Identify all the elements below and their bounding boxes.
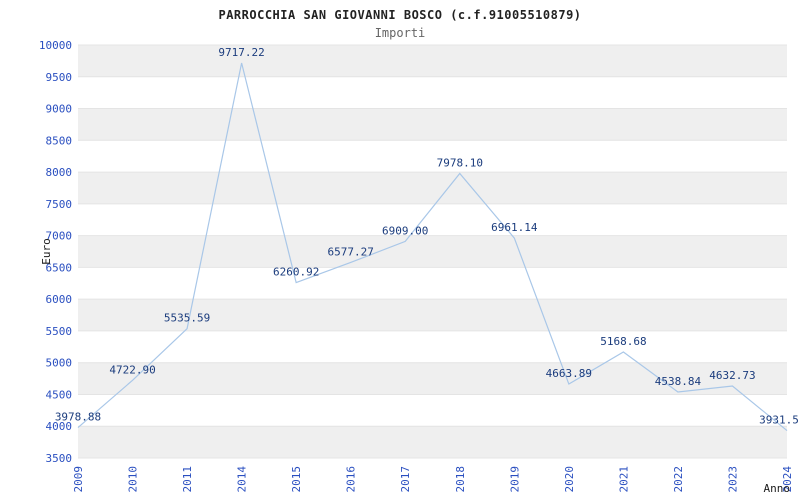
x-tick-label: 2017 [399,466,412,493]
x-tick-label: 2009 [72,466,85,493]
x-tick-label: 2023 [726,466,739,493]
x-tick-label: 2019 [508,466,521,493]
y-tick-label: 5000 [46,357,73,370]
grid-band [78,299,787,331]
point-label: 6260.92 [273,266,319,279]
y-tick-label: 7500 [46,198,73,211]
chart-subtitle: Importi [374,26,426,40]
x-tick-label: 2014 [236,466,249,493]
point-label: 6961.14 [491,221,538,234]
x-axis-title: Anno [764,482,791,495]
x-tick-label: 2022 [672,466,685,493]
y-tick-label: 8000 [46,166,73,179]
point-label: 4632.73 [709,369,755,382]
point-label: 7978.10 [437,156,483,169]
x-tick-label: 2016 [345,466,358,493]
grid-band [78,172,787,204]
y-tick-label: 7000 [46,230,73,243]
grid-band [78,267,787,300]
x-tick-label: 2020 [563,466,576,493]
grid-band [78,362,787,395]
grid-band [78,76,787,109]
point-label: 6909.00 [382,224,428,237]
point-label: 4663.89 [546,367,592,380]
y-tick-label: 8500 [46,134,73,147]
point-label: 5535.59 [164,312,210,325]
y-tick-label: 5500 [46,325,73,338]
chart-line [77,62,788,432]
y-tick-label: 9000 [46,103,73,116]
x-tick-label: 2024 [781,466,794,493]
point-label: 5168.68 [600,335,646,348]
grid-band [78,203,787,236]
grid-band [78,140,787,173]
point-label: 4722.90 [109,363,155,376]
y-tick-label: 4000 [46,420,73,433]
grid-band [78,394,787,427]
chart-title: PARROCCHIA SAN GIOVANNI BOSCO (c.f.91005… [218,8,582,22]
point-label: 4538.84 [655,375,702,388]
point-label: 9717.22 [218,46,264,59]
y-tick-label: 9500 [46,71,73,84]
grid-band [78,235,787,268]
grid-band [78,426,787,458]
x-tick-label: 2011 [181,466,194,493]
point-label: 3931.5 [759,414,799,427]
y-tick-label: 4500 [46,388,73,401]
point-label: 6577.27 [328,245,374,258]
y-tick-label: 3500 [46,452,73,465]
grid-band [78,108,787,141]
x-tick-label: 2018 [454,466,467,493]
y-axis-title: Euro [40,238,53,265]
grid-band [78,45,787,77]
x-tick-label: 2010 [127,466,140,493]
x-tick-label: 2015 [290,466,303,493]
grid-band [78,330,787,363]
x-tick-label: 2021 [617,466,630,493]
y-tick-label: 10000 [39,39,72,52]
y-tick-label: 6500 [46,261,73,274]
y-tick-label: 6000 [46,293,73,306]
point-label: 3978.88 [55,411,101,424]
